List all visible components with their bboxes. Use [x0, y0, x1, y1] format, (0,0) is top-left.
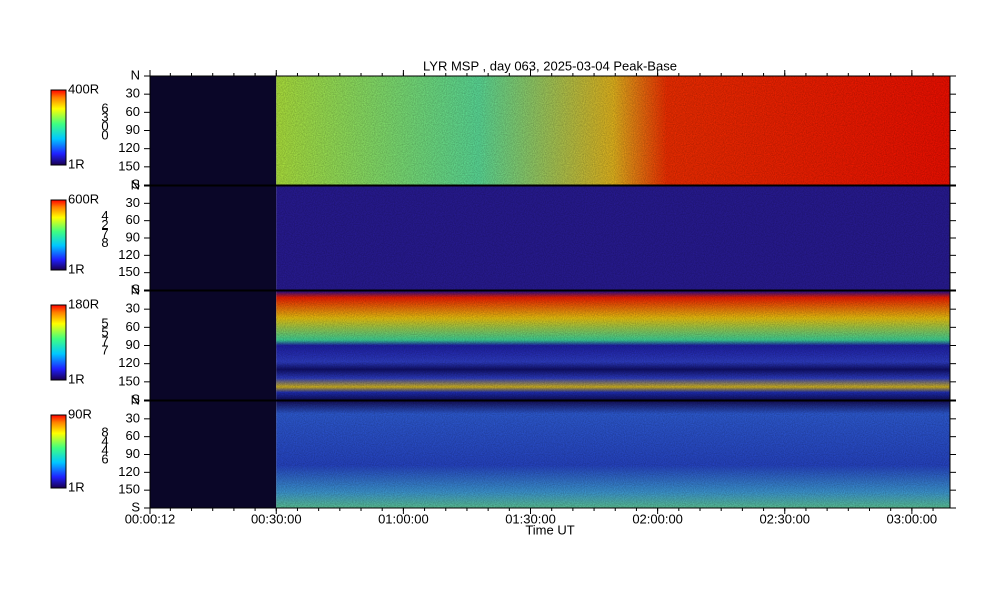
x-tick-label: 00:30:00 — [251, 511, 302, 526]
channel-digit: 7 — [101, 343, 108, 358]
y-tick-label: N — [131, 392, 140, 407]
colorbar-min: 1R — [68, 371, 85, 386]
keogram-texture — [276, 401, 950, 508]
channel-digit: 7 — [101, 226, 108, 241]
y-tick-label: 90 — [126, 122, 140, 137]
y-tick-label: 30 — [126, 410, 140, 425]
y-tick-label: 60 — [126, 212, 140, 227]
x-tick-label: 00:00:12 — [125, 511, 176, 526]
y-tick-label: 150 — [118, 373, 140, 388]
y-tick-label: 30 — [126, 301, 140, 316]
y-tick-label: 120 — [118, 464, 140, 479]
y-tick-label: 60 — [126, 104, 140, 119]
y-tick-label: 150 — [118, 158, 140, 173]
channel-digit: 0 — [101, 128, 108, 143]
colorbar — [50, 199, 67, 271]
keogram-texture — [276, 76, 950, 185]
colorbar-max: 180R — [68, 296, 99, 311]
y-tick-label: 150 — [118, 264, 140, 279]
channel-digit: 8 — [101, 235, 108, 250]
y-tick-label: 30 — [126, 195, 140, 210]
y-tick-label: 120 — [118, 355, 140, 370]
y-tick-label: 120 — [118, 140, 140, 155]
no-data-region — [150, 291, 277, 400]
title: LYR MSP , day 063, 2025-03-04 Peak-Base — [423, 58, 677, 73]
y-tick-label: 90 — [126, 337, 140, 352]
channel-digit: 6 — [101, 101, 108, 116]
x-tick-label: 01:00:00 — [378, 511, 429, 526]
y-tick-label: 120 — [118, 247, 140, 262]
x-tick-label: 02:00:00 — [632, 511, 683, 526]
channel-digit: 3 — [101, 110, 108, 125]
x-tick-label: 03:00:00 — [887, 511, 938, 526]
channel-digit: 4 — [101, 208, 108, 223]
channel-digit: 8 — [101, 425, 108, 440]
y-tick-label: N — [131, 177, 140, 192]
y-tick-label: S — [131, 281, 140, 296]
colorbar — [50, 89, 67, 166]
x-tick-label: 01:30:00 — [505, 511, 556, 526]
channel-digit: 7 — [101, 334, 108, 349]
no-data-region — [150, 186, 277, 290]
y-tick-label: 30 — [126, 86, 140, 101]
no-data-region — [150, 76, 277, 185]
colorbar — [50, 414, 67, 489]
channel-digit: 6 — [101, 452, 108, 467]
y-tick-label: 60 — [126, 428, 140, 443]
y-tick-label: 150 — [118, 482, 140, 497]
channel-digit: 2 — [101, 217, 108, 232]
keogram-texture — [276, 291, 950, 400]
channel-digit: 5 — [101, 325, 108, 340]
channel-digit: 0 — [101, 119, 108, 134]
y-tick-label: N — [131, 282, 140, 297]
channel-digit: 4 — [101, 434, 108, 449]
colorbar — [50, 304, 67, 381]
no-data-region — [150, 401, 277, 508]
y-tick-label: S — [131, 176, 140, 191]
y-tick-label: 90 — [126, 229, 140, 244]
colorbar-min: 1R — [68, 479, 85, 494]
x-tick-label: 02:30:00 — [759, 511, 810, 526]
colorbar-max: 600R — [68, 191, 99, 206]
colorbar-min: 1R — [68, 261, 85, 276]
x-axis-label: Time UT — [525, 522, 574, 537]
y-tick-label: S — [131, 391, 140, 406]
colorbar-max: 90R — [68, 406, 92, 421]
colorbar-max: 400R — [68, 81, 99, 96]
channel-digit: 4 — [101, 443, 108, 458]
y-tick-label: 90 — [126, 446, 140, 461]
y-tick-label: S — [131, 499, 140, 514]
y-tick-label: 60 — [126, 319, 140, 334]
keogram-texture — [276, 186, 950, 290]
colorbar-min: 1R — [68, 156, 85, 171]
y-tick-label: N — [131, 67, 140, 82]
channel-digit: 5 — [101, 316, 108, 331]
